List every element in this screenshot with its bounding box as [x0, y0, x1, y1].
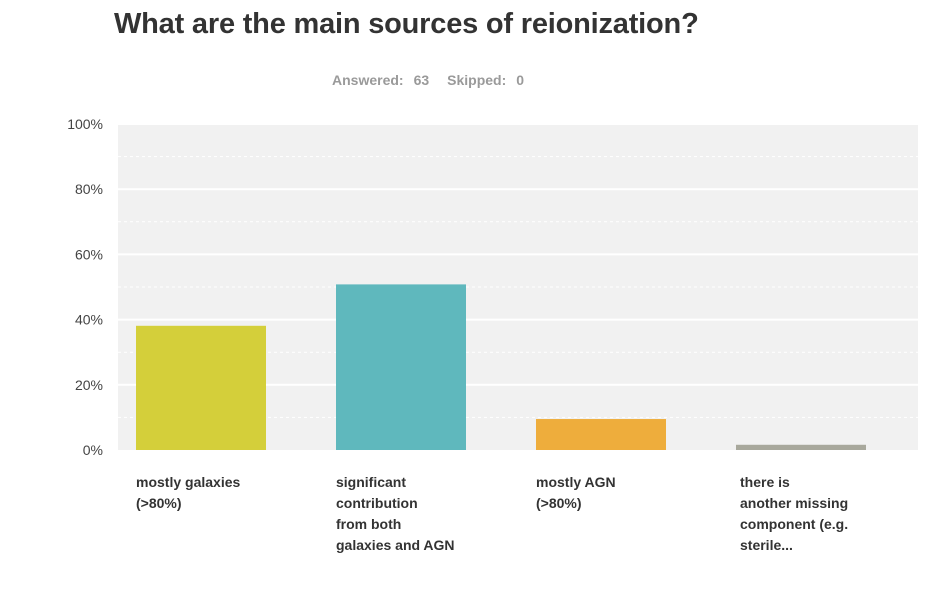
bar [536, 419, 666, 450]
bar [736, 444, 866, 450]
skipped-count: 0 [516, 72, 525, 88]
y-tick-label: 100% [67, 116, 103, 132]
response-stats: Answered: 63 Skipped: 0 [332, 72, 534, 88]
y-tick-label: 40% [75, 312, 103, 328]
bar [136, 325, 266, 450]
x-tick-label: significant contribution from both galax… [336, 474, 455, 553]
bar [336, 284, 466, 450]
x-tick-label: mostly galaxies (>80%) [136, 474, 241, 511]
answered-count: 63 [413, 72, 430, 88]
y-tick-label: 0% [83, 442, 103, 458]
x-tick-label: mostly AGN (>80%) [536, 474, 616, 511]
x-tick-label: there is another missing component (e.g.… [740, 474, 849, 553]
y-tick-label: 20% [75, 377, 103, 393]
y-tick-label: 60% [75, 246, 103, 262]
answered-label: Answered: [332, 72, 404, 88]
chart-title: What are the main sources of reionizatio… [114, 8, 699, 40]
skipped-label: Skipped: [447, 72, 507, 88]
y-tick-label: 80% [75, 181, 103, 197]
